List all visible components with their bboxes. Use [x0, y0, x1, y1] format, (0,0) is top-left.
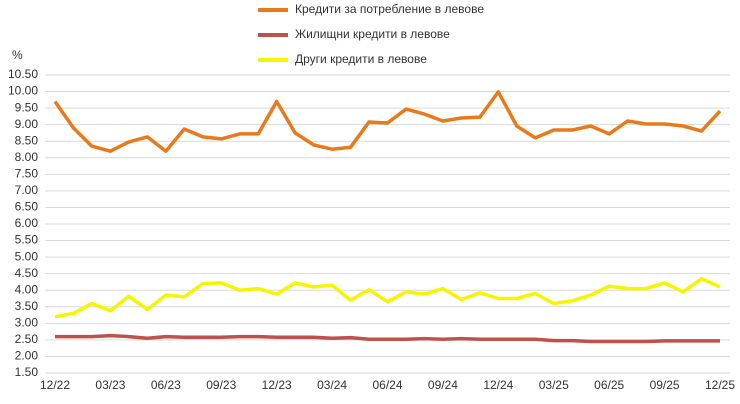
x-tick-label: 06/23	[151, 378, 181, 392]
y-tick-label: 2.00	[15, 349, 39, 363]
y-tick-label: 4.00	[15, 282, 39, 296]
x-tick-label: 03/25	[539, 378, 569, 392]
y-tick-label: 10.50	[8, 67, 38, 81]
x-tick-label: 09/25	[650, 378, 680, 392]
x-tick-label: 12/24	[483, 378, 513, 392]
y-axis-label: %	[12, 48, 23, 62]
series-line	[54, 276, 721, 319]
legend-label: Жилищни кредити в левове	[295, 27, 450, 41]
x-tick-label: 06/25	[594, 378, 624, 392]
y-tick-label: 6.50	[15, 200, 39, 214]
y-tick-label: 9.50	[15, 100, 39, 114]
legend-label: Кредити за потребление в левове	[295, 2, 484, 16]
y-tick-label: 9.00	[15, 117, 39, 131]
x-tick-label: 12/23	[262, 378, 292, 392]
y-tick-label: 6.00	[15, 216, 39, 230]
x-tick-label: 12/25	[705, 378, 735, 392]
series-line	[55, 333, 720, 344]
x-tick-label: 09/24	[428, 378, 458, 392]
y-tick-label: 8.00	[15, 150, 39, 164]
y-tick-label: 7.50	[15, 167, 39, 181]
x-tick-label: 03/23	[95, 378, 125, 392]
x-tick-label: 03/24	[317, 378, 347, 392]
x-tick-label: 12/22	[40, 378, 70, 392]
y-tick-label: 4.50	[15, 266, 39, 280]
y-tick-label: 1.50	[15, 365, 39, 379]
y-tick-label: 3.00	[15, 316, 39, 330]
y-tick-label: 5.50	[15, 233, 39, 247]
series-line	[53, 90, 722, 153]
y-tick-label: 2.50	[15, 332, 39, 346]
y-tick-label: 5.00	[15, 249, 39, 263]
x-tick-label: 09/23	[206, 378, 236, 392]
y-tick-label: 7.00	[15, 183, 39, 197]
y-tick-label: 10.00	[8, 84, 38, 98]
legend-label: Други кредити в левове	[295, 52, 427, 66]
x-tick-label: 06/24	[372, 378, 402, 392]
y-tick-label: 3.50	[15, 299, 39, 313]
y-tick-label: 8.50	[15, 133, 39, 147]
